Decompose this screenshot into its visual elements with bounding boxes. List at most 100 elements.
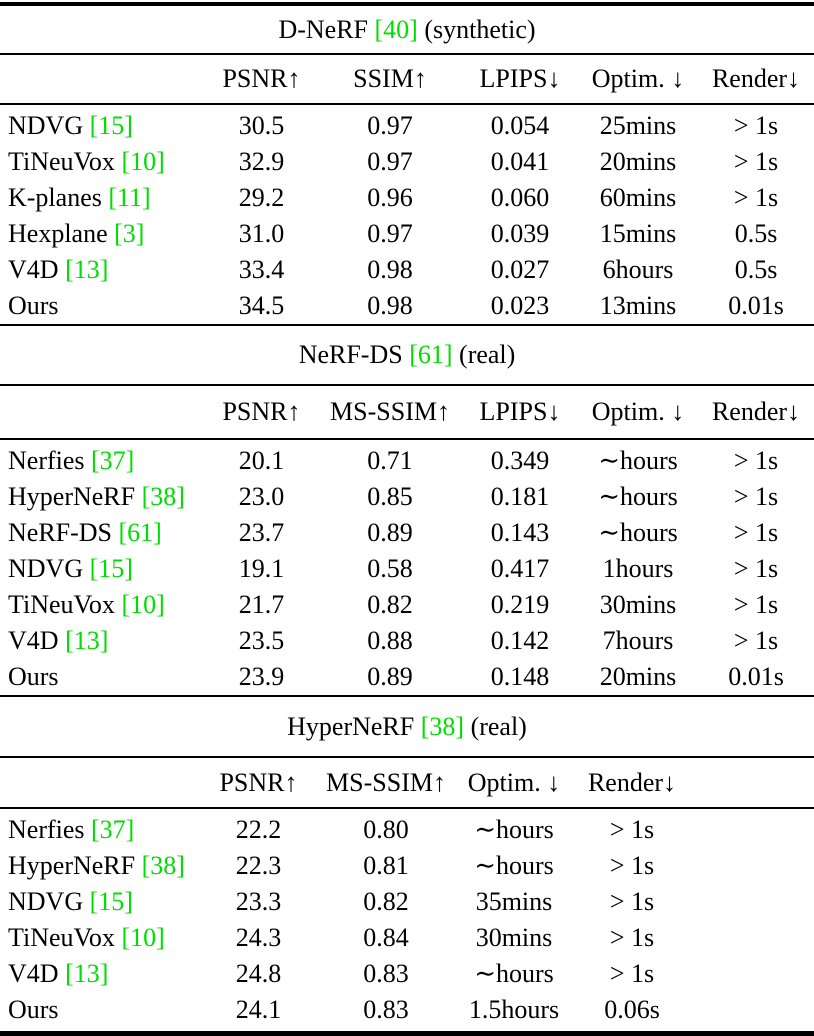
value-cell: 0.5s (734, 255, 778, 284)
method-cell: NDVG [15] (0, 884, 205, 920)
citation-link[interactable]: [13] (65, 959, 109, 988)
column-header-row: PSNR↑ SSIM↑ LPIPS↓ Optim. ↓ Render↓ (0, 55, 814, 103)
citation-link[interactable]: [61] (409, 340, 453, 369)
method-name: Ours (8, 995, 59, 1024)
citation-link[interactable]: [10] (121, 147, 165, 176)
method-cell: TiNeuVox [10] (0, 587, 205, 623)
table-row: TiNeuVox [10] 32.9 0.97 0.041 20mins > 1s (0, 144, 814, 180)
method-cell: Ours (0, 288, 205, 324)
citation-link[interactable]: [40] (374, 15, 418, 44)
value-cell: 0.83 (363, 959, 409, 988)
value-cell: 20mins (599, 662, 677, 691)
citation-link[interactable]: [13] (65, 626, 109, 655)
method-name: V4D (8, 626, 59, 655)
value-cell: 0.417 (490, 554, 550, 583)
citation-link[interactable]: [10] (121, 923, 165, 952)
table-row: Nerfies [37] 22.2 0.80 ∼hours > 1s (0, 812, 814, 848)
value-cell: > 1s (609, 923, 655, 952)
column-header: Render↓ (711, 397, 801, 426)
method-cell: Hexplane [3] (0, 216, 205, 252)
citation-link[interactable]: [15] (89, 887, 133, 916)
citation-link[interactable]: [15] (89, 111, 133, 140)
column-header: Optim. ↓ (591, 397, 685, 426)
rule (0, 324, 814, 326)
method-name: HyperNeRF (8, 851, 136, 880)
section-title-suffix: (real) (452, 340, 516, 369)
value-cell: 0.01s (728, 662, 784, 691)
value-cell: 0.82 (363, 887, 409, 916)
value-cell: 0.219 (490, 590, 550, 619)
table-row: K-planes [11] 29.2 0.96 0.060 60mins > 1s (0, 180, 814, 216)
table-row: Ours 34.5 0.98 0.023 13mins 0.01s (0, 288, 814, 324)
table-row: Hexplane [3] 31.0 0.97 0.039 15mins 0.5s (0, 216, 814, 252)
bottom-rule (0, 1031, 814, 1036)
citation-link[interactable]: [15] (89, 554, 133, 583)
value-cell: 1.5hours (468, 995, 560, 1024)
table-row: TiNeuVox [10] 24.3 0.84 30mins > 1s (0, 920, 814, 956)
citation-link[interactable]: [11] (108, 183, 151, 212)
citation-link[interactable]: [37] (91, 446, 135, 475)
value-cell: 7hours (602, 626, 674, 655)
value-cell: 0.88 (367, 626, 413, 655)
section-title-prefix: NeRF-DS (298, 340, 410, 369)
value-cell: 23.0 (238, 482, 285, 511)
value-cell: 20.1 (238, 446, 285, 475)
value-cell: 24.8 (235, 959, 282, 988)
value-cell: > 1s (733, 518, 779, 547)
value-cell: 0.71 (367, 446, 413, 475)
citation-link[interactable]: [61] (118, 518, 162, 547)
section-title: NeRF-DS [61] (real) (0, 326, 814, 384)
column-header: PSNR↑ (222, 397, 301, 426)
value-cell: > 1s (609, 815, 655, 844)
value-cell: 24.3 (235, 923, 282, 952)
value-cell: 0.041 (490, 147, 550, 176)
value-cell: 1hours (602, 554, 674, 583)
method-name: V4D (8, 255, 59, 284)
value-cell: 24.1 (235, 995, 282, 1024)
value-cell: 0.80 (363, 815, 409, 844)
value-cell: 0.82 (367, 590, 413, 619)
method-cell: V4D [13] (0, 252, 205, 288)
value-cell: 30.5 (238, 111, 285, 140)
column-header: Optim. ↓ (467, 768, 561, 797)
table-row: Nerfies [37] 20.1 0.71 0.349 ∼hours > 1s (0, 443, 814, 479)
value-cell: 0.349 (490, 446, 550, 475)
value-cell: ∼hours (474, 959, 554, 988)
value-cell: 0.85 (367, 482, 413, 511)
citation-link[interactable]: [13] (65, 255, 109, 284)
column-header: SSIM↑ (353, 64, 427, 93)
method-name: HyperNeRF (8, 482, 136, 511)
value-cell: 0.148 (490, 662, 550, 691)
citation-link[interactable]: [38] (141, 851, 185, 880)
citation-link[interactable]: [38] (141, 482, 185, 511)
value-cell: 60mins (599, 183, 677, 212)
column-header: PSNR↑ (219, 768, 298, 797)
value-cell: 0.81 (363, 851, 409, 880)
value-cell: > 1s (733, 554, 779, 583)
method-name: NeRF-DS (8, 518, 113, 547)
method-name: Ours (8, 291, 59, 320)
value-cell: > 1s (733, 626, 779, 655)
method-name: TiNeuVox (8, 147, 115, 176)
value-cell: 22.2 (235, 815, 282, 844)
method-name: Ours (8, 662, 59, 691)
table-row: V4D [13] 33.4 0.98 0.027 6hours 0.5s (0, 252, 814, 288)
value-cell: 20mins (599, 147, 677, 176)
value-cell: ∼hours (598, 518, 678, 547)
value-cell: 0.58 (367, 554, 413, 583)
citation-link[interactable]: [38] (420, 712, 465, 741)
value-cell: > 1s (609, 851, 655, 880)
value-cell: 23.7 (238, 518, 285, 547)
citation-link[interactable]: [3] (114, 219, 145, 248)
method-cell: HyperNeRF [38] (0, 479, 205, 515)
value-cell: 15mins (599, 219, 677, 248)
citation-link[interactable]: [37] (91, 815, 135, 844)
value-cell: ∼hours (474, 851, 554, 880)
value-cell: 30mins (599, 590, 677, 619)
section-title: HyperNeRF [38] (real) (0, 697, 814, 756)
value-cell: 13mins (599, 291, 677, 320)
value-cell: 0.97 (367, 147, 413, 176)
value-cell: > 1s (733, 111, 779, 140)
citation-link[interactable]: [10] (121, 590, 165, 619)
column-header: LPIPS↓ (479, 64, 561, 93)
